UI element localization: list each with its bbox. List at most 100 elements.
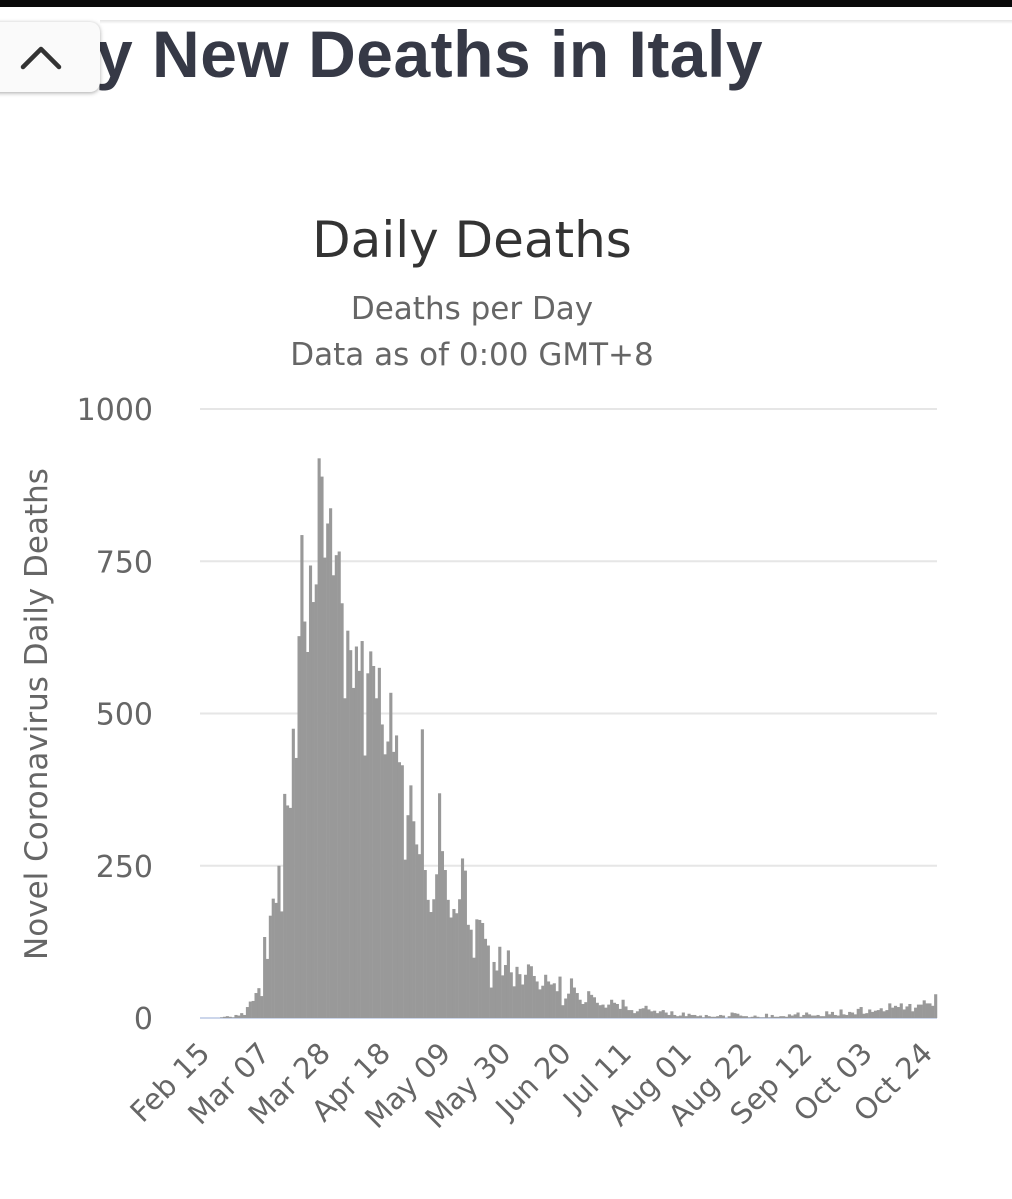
bar — [693, 1014, 697, 1018]
bar — [268, 915, 272, 1018]
bar — [696, 1016, 700, 1018]
bar — [406, 815, 410, 1018]
bar — [641, 1008, 645, 1018]
bar — [865, 1013, 869, 1018]
bar — [736, 1013, 740, 1018]
bar — [415, 844, 419, 1018]
bar — [460, 858, 465, 1018]
bar — [891, 1007, 895, 1018]
bar — [512, 986, 516, 1018]
bar — [351, 687, 356, 1018]
bar — [853, 1014, 857, 1018]
bar — [303, 621, 307, 1018]
bar — [329, 508, 333, 1018]
bar — [297, 636, 301, 1018]
bar — [610, 999, 614, 1018]
bar — [862, 1013, 866, 1018]
bar — [592, 997, 596, 1018]
bar — [802, 1014, 806, 1018]
bar — [489, 987, 493, 1018]
bar — [529, 966, 533, 1018]
bar — [595, 1002, 599, 1018]
bar — [825, 1011, 829, 1018]
bar — [776, 1016, 780, 1018]
bar — [314, 584, 318, 1018]
bar — [288, 807, 293, 1018]
bar — [426, 899, 430, 1018]
y-tick-label: 0 — [134, 1002, 153, 1037]
bar — [601, 1004, 605, 1018]
bar — [598, 1005, 602, 1018]
bar — [380, 724, 384, 1018]
bar — [469, 929, 473, 1018]
bar — [785, 1016, 789, 1018]
bar — [360, 641, 364, 1018]
bar — [320, 476, 324, 1019]
bar — [905, 1006, 909, 1018]
bar — [701, 1017, 705, 1018]
bar — [584, 1002, 588, 1018]
bar — [572, 987, 576, 1018]
bar — [475, 919, 479, 1018]
bar — [868, 1009, 872, 1018]
bar — [762, 1017, 766, 1018]
header-shadow — [100, 20, 1012, 24]
bar — [363, 755, 367, 1018]
bar — [676, 1016, 680, 1018]
bar — [899, 1003, 903, 1018]
bar — [575, 993, 579, 1018]
bar — [805, 1012, 809, 1018]
bar — [306, 651, 310, 1018]
bar — [555, 991, 559, 1018]
bar — [546, 981, 551, 1018]
bar — [228, 1016, 232, 1018]
bar — [934, 994, 938, 1018]
bar — [587, 991, 591, 1018]
bar — [317, 458, 321, 1019]
bar — [578, 999, 582, 1018]
bar — [294, 757, 298, 1018]
bar — [417, 854, 422, 1018]
bar — [698, 1015, 703, 1018]
y-axis-label: Novel Coronavirus Daily Deaths — [19, 468, 55, 960]
bar — [813, 1015, 817, 1018]
bar — [750, 1016, 754, 1018]
bar — [581, 1003, 585, 1018]
bar — [782, 1016, 786, 1018]
bar — [655, 1013, 660, 1018]
bar — [372, 666, 376, 1018]
chart-subtitle-timestamp: Data as of 0:00 GMT+8 — [290, 337, 653, 373]
bar — [526, 964, 531, 1018]
bar — [243, 1014, 247, 1018]
bar — [234, 1014, 238, 1018]
bar — [222, 1016, 227, 1018]
bar — [819, 1016, 823, 1018]
bar — [458, 899, 462, 1018]
bar — [492, 961, 496, 1018]
bar — [848, 1011, 852, 1018]
bar — [369, 651, 373, 1018]
bar — [263, 937, 267, 1018]
bar — [914, 1007, 918, 1018]
bar — [828, 1014, 832, 1018]
bar — [412, 821, 416, 1018]
y-tick-label: 250 — [96, 850, 153, 885]
bar — [449, 917, 453, 1018]
bar — [859, 1007, 863, 1018]
bar — [495, 970, 499, 1018]
bar — [521, 984, 525, 1018]
bar — [564, 998, 568, 1018]
bar — [392, 751, 396, 1018]
bar — [730, 1012, 734, 1018]
bar — [604, 1007, 608, 1018]
bar — [727, 1016, 731, 1018]
y-tick-label: 1000 — [77, 393, 153, 428]
bar — [896, 1007, 900, 1018]
bar — [885, 1010, 889, 1018]
bar — [400, 765, 404, 1018]
bar — [248, 1001, 252, 1018]
bar — [343, 698, 347, 1018]
bar — [767, 1017, 771, 1018]
collapse-button[interactable] — [0, 22, 100, 92]
